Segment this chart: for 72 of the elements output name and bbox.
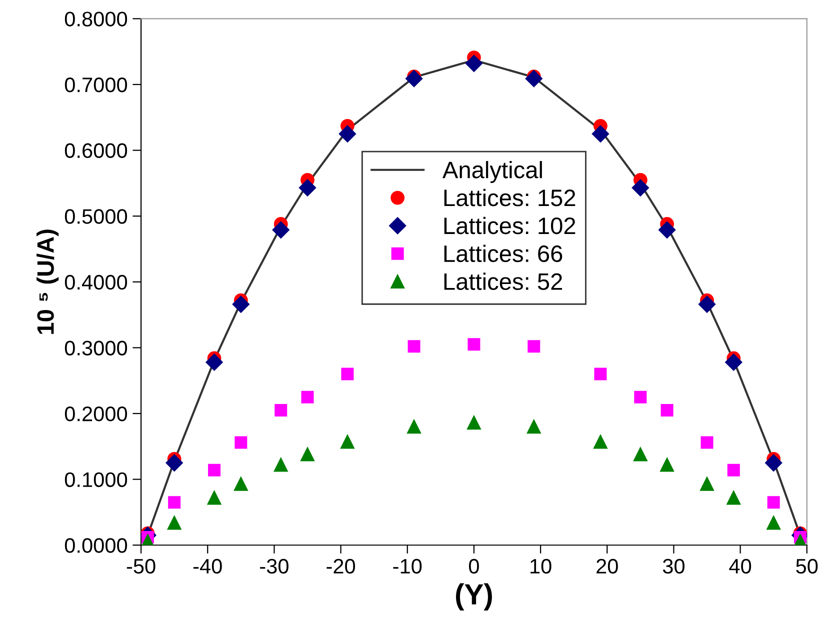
point bbox=[700, 476, 714, 491]
point bbox=[232, 296, 250, 313]
point bbox=[405, 70, 423, 88]
point bbox=[338, 125, 356, 142]
point bbox=[632, 179, 649, 196]
y-tick-label: 0.5000 bbox=[64, 209, 128, 224]
point bbox=[633, 447, 648, 462]
point bbox=[274, 404, 288, 416]
legend-label: Lattices: 102 bbox=[444, 216, 576, 234]
point bbox=[767, 496, 780, 509]
x-tick-label: 10 bbox=[530, 558, 552, 574]
y-axis-title: 10 ⁵ (U/A) bbox=[36, 230, 59, 334]
point bbox=[234, 476, 248, 491]
x-tick-label: 0 bbox=[468, 558, 479, 574]
y-tick-label: 0.7000 bbox=[64, 77, 128, 92]
point bbox=[525, 70, 542, 88]
point bbox=[207, 490, 222, 505]
point bbox=[208, 464, 221, 476]
x-tick-label: 50 bbox=[796, 558, 818, 574]
point bbox=[658, 221, 676, 238]
y-tick-label: 0.4000 bbox=[64, 274, 128, 290]
point bbox=[725, 354, 742, 371]
point bbox=[340, 434, 354, 449]
y-tick-label: 0.3000 bbox=[64, 340, 128, 356]
y-tick-label: 0.1000 bbox=[64, 472, 128, 488]
point bbox=[272, 221, 290, 238]
point bbox=[167, 516, 182, 530]
point bbox=[168, 496, 181, 509]
point bbox=[698, 296, 716, 313]
point bbox=[274, 458, 288, 472]
point bbox=[727, 464, 740, 476]
x-tick-label: 20 bbox=[596, 558, 618, 574]
point bbox=[407, 420, 421, 434]
point bbox=[700, 436, 714, 449]
point bbox=[206, 354, 223, 371]
point bbox=[726, 490, 741, 505]
x-tick-label: -20 bbox=[326, 558, 356, 574]
y-tick-label: 0.2000 bbox=[64, 406, 128, 422]
point bbox=[766, 516, 781, 530]
y-tick-label: 0.6000 bbox=[64, 143, 128, 158]
legend-label: Lattices: 52 bbox=[444, 272, 562, 290]
y-tick-label: 0.0000 bbox=[64, 538, 128, 553]
point bbox=[166, 454, 183, 472]
point bbox=[594, 434, 608, 449]
point bbox=[660, 458, 674, 472]
point bbox=[467, 416, 481, 430]
x-tick-label: 40 bbox=[729, 558, 752, 574]
point bbox=[234, 436, 248, 449]
point bbox=[468, 338, 480, 351]
point bbox=[526, 420, 541, 434]
x-tick-label: 30 bbox=[662, 558, 684, 574]
x-tick-label: -30 bbox=[260, 558, 288, 574]
point bbox=[298, 179, 316, 196]
point bbox=[660, 404, 674, 416]
x-tick-label: -10 bbox=[393, 558, 422, 574]
x-tick-label: -40 bbox=[193, 558, 222, 574]
x-tick-label: -50 bbox=[126, 558, 156, 574]
point bbox=[341, 368, 354, 380]
point bbox=[408, 340, 420, 353]
point bbox=[300, 447, 314, 462]
point bbox=[594, 368, 607, 380]
y-tick-label: 0.8000 bbox=[64, 12, 128, 26]
point bbox=[592, 125, 610, 142]
point bbox=[301, 390, 314, 404]
x-axis-title: (Y) bbox=[456, 583, 492, 610]
legend-label: Lattices: 152 bbox=[444, 188, 576, 206]
point bbox=[528, 340, 540, 353]
point bbox=[765, 454, 782, 472]
point bbox=[634, 390, 647, 404]
legend-label: Analytical bbox=[442, 161, 542, 184]
legend-label: Lattices: 66 bbox=[444, 244, 562, 262]
point bbox=[465, 54, 483, 72]
